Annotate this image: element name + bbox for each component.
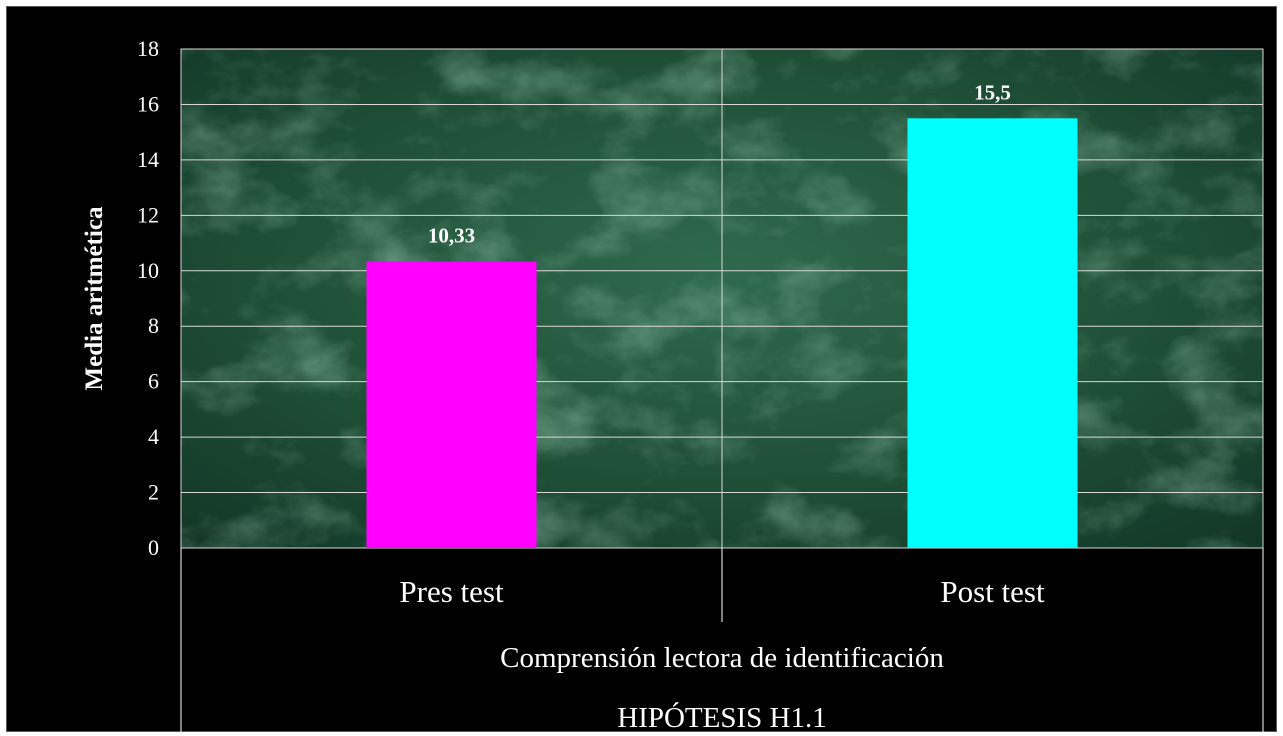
bar-chart: 10,33 15,5 0 2 4 6 8 10 12 14 16 18 Pres test Post … [81, 36, 1264, 733]
data-labels: 10,33 15,5 [428, 80, 1011, 247]
data-label: 10,33 [428, 224, 475, 248]
y-tick-label: 16 [137, 91, 159, 116]
category-label: Pres test [399, 574, 504, 609]
y-tick-label: 2 [148, 480, 159, 505]
y-tick-label: 6 [148, 369, 159, 394]
bar-post-test [907, 118, 1078, 549]
x-axis-title: Comprensión lectora de identificación [500, 642, 944, 674]
plot-area: 10,33 15,5 [180, 48, 1264, 549]
y-tick-label: 14 [137, 147, 159, 172]
bar-pres-test [366, 261, 537, 548]
y-tick-label: 4 [148, 424, 159, 449]
y-tick-label: 8 [148, 313, 159, 338]
y-axis-title: Media aritmética [81, 206, 108, 390]
category-label: Post test [940, 574, 1045, 609]
chart-frame: 10,33 15,5 0 2 4 6 8 10 12 14 16 18 Pres test Post … [6, 6, 1277, 733]
category-labels: Pres test Post test [399, 574, 1045, 609]
y-tick-label: 0 [148, 535, 159, 560]
group-label: HIPÓTESIS H1.1 [617, 701, 826, 733]
y-tick-label: 12 [137, 202, 159, 227]
data-label: 15,5 [974, 80, 1011, 104]
bars [366, 118, 1078, 549]
y-tick-labels: 0 2 4 6 8 10 12 14 16 18 [137, 36, 159, 560]
y-tick-label: 18 [137, 36, 159, 61]
x-axis-table [180, 548, 1264, 733]
y-tick-label: 10 [137, 258, 159, 283]
